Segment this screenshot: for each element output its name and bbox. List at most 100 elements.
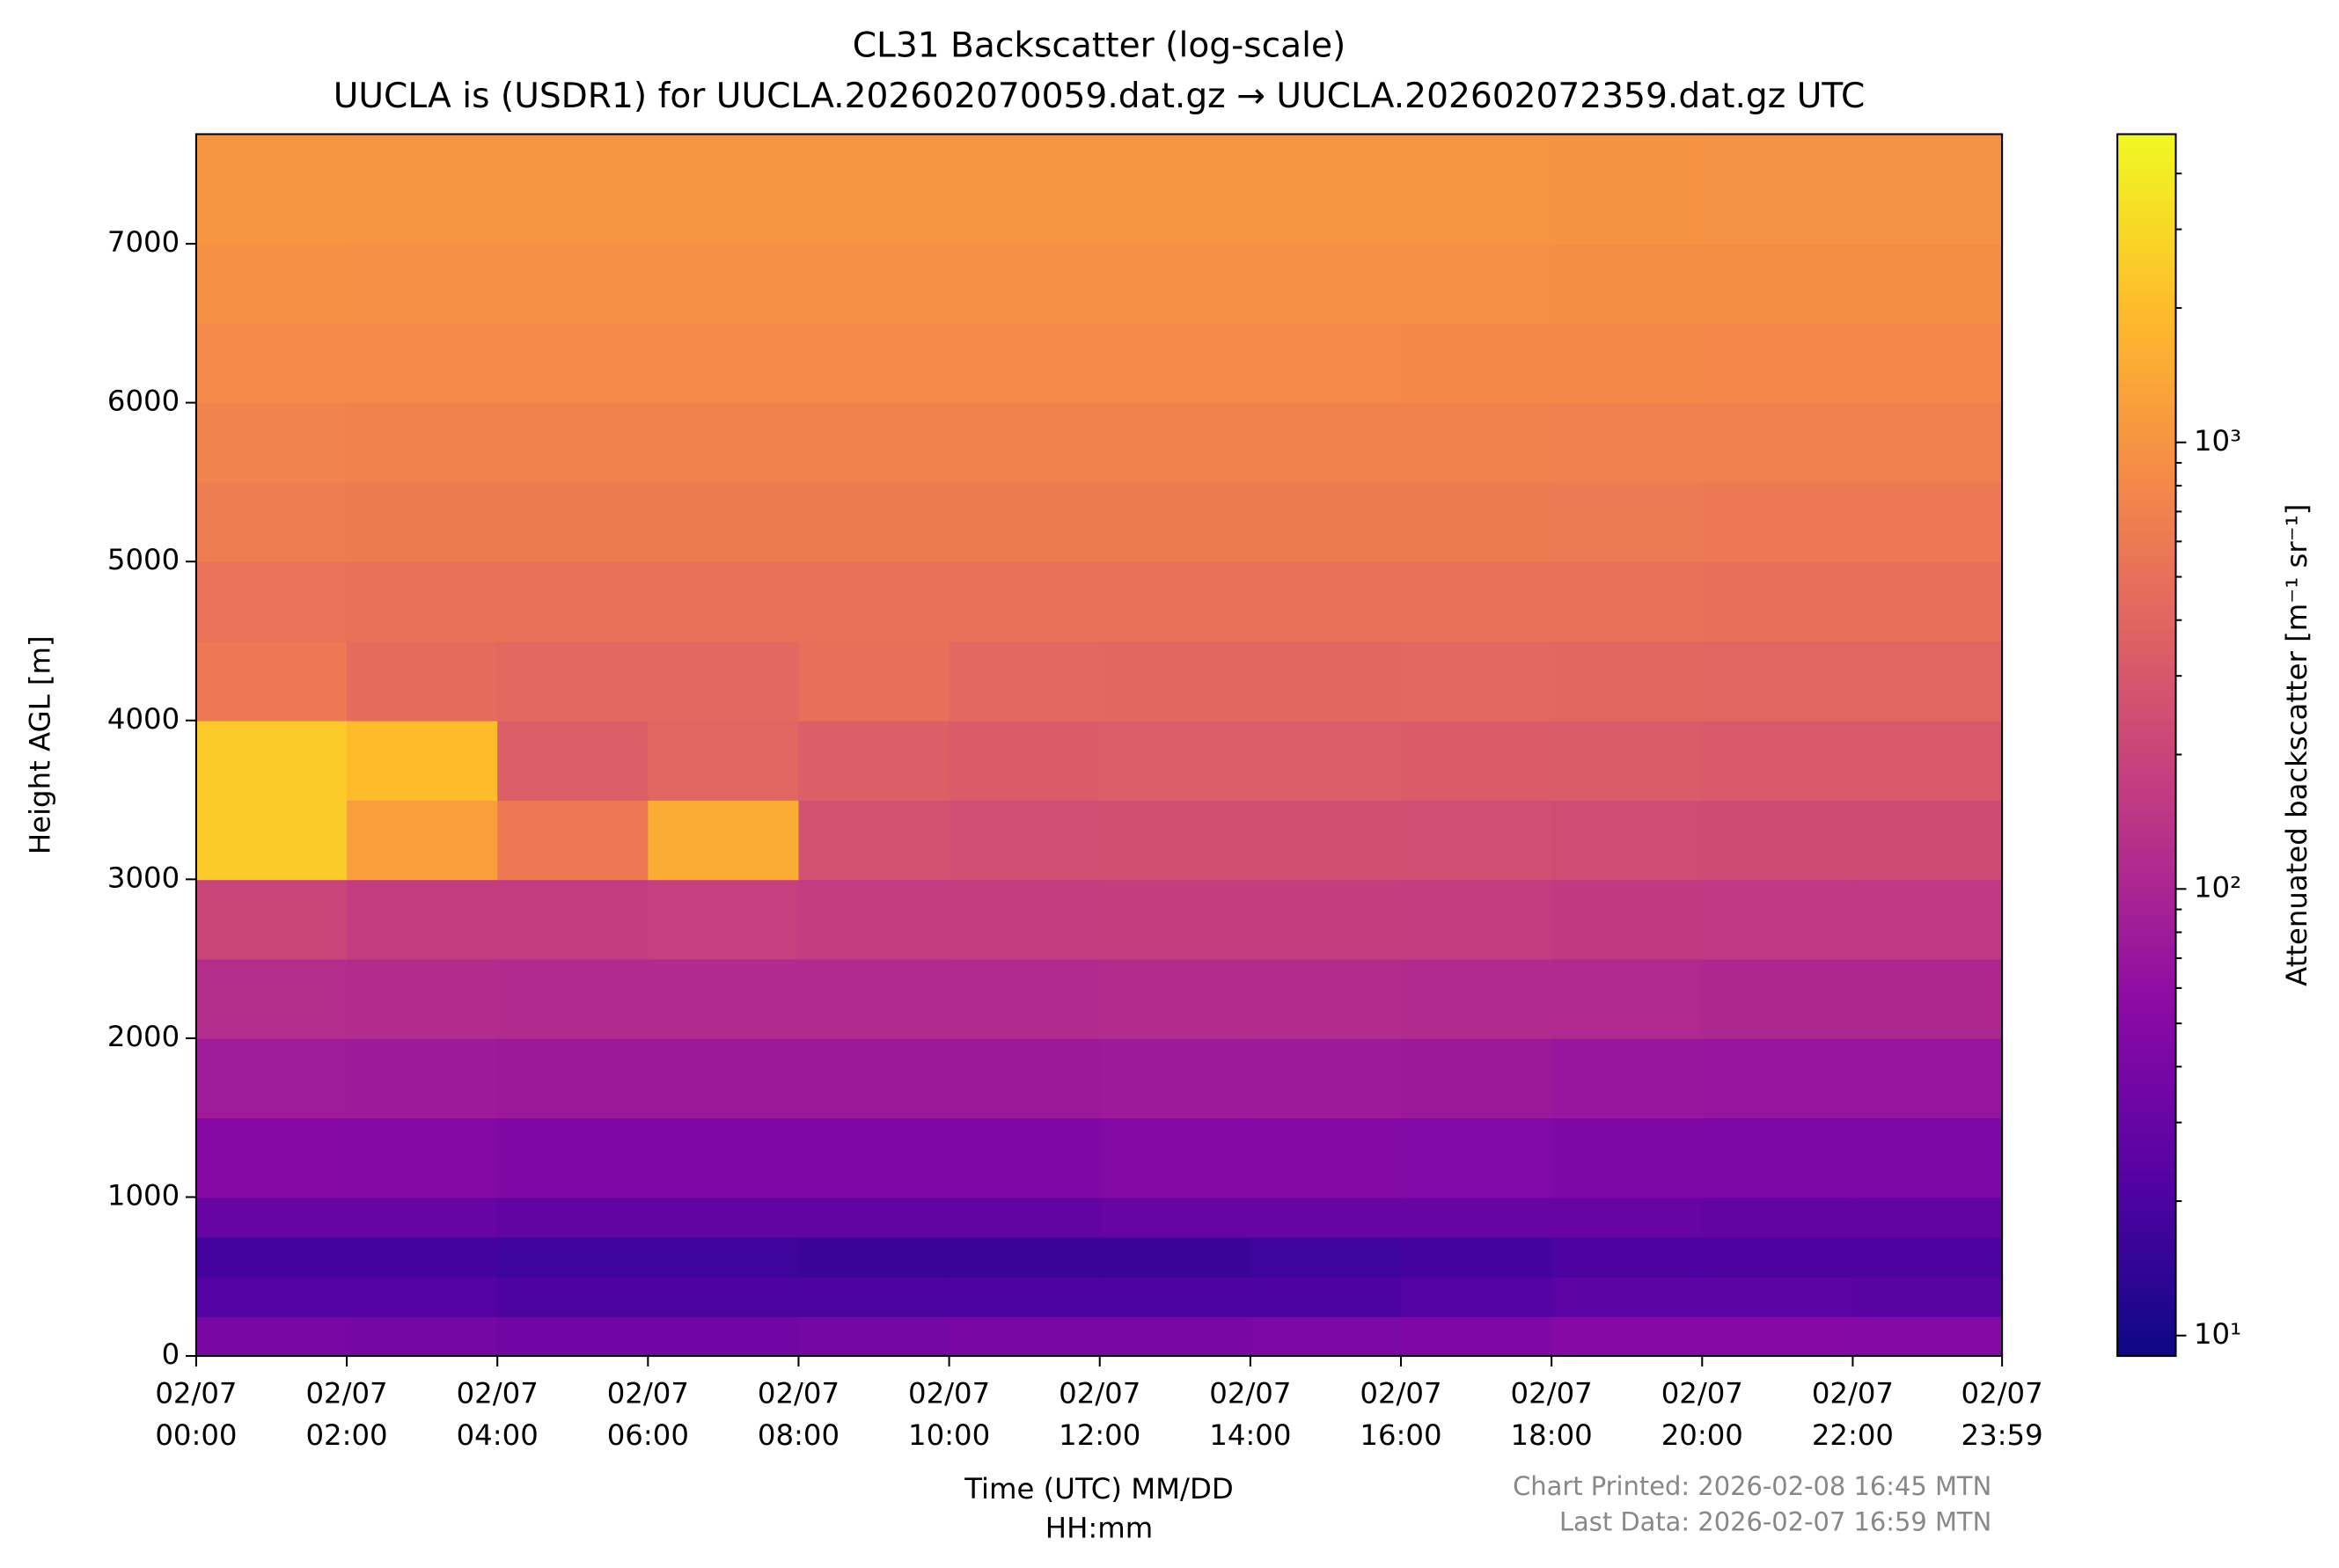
heatmap-cell [1551, 1276, 1704, 1317]
colorbar-slice [2117, 1319, 2176, 1327]
colorbar-slice [2117, 995, 2176, 1003]
heatmap-cell [1702, 1197, 1854, 1238]
colorbar-slice [2117, 781, 2176, 789]
heatmap-cell [798, 1197, 950, 1238]
heatmap-cell [648, 800, 800, 881]
colorbar-slice [2117, 940, 2176, 948]
heatmap-cell [1401, 879, 1552, 960]
colorbar-slice [2117, 366, 2176, 374]
colorbar-slice [2117, 378, 2176, 386]
colorbar-slice [2117, 188, 2176, 196]
heatmap-cell [949, 1117, 1101, 1198]
heatmap-cell [1401, 323, 1552, 404]
heatmap-cell [1852, 1315, 2003, 1357]
heatmap-cell [798, 402, 950, 483]
colorbar-slice [2117, 598, 2176, 606]
colorbar-slice [2117, 1301, 2176, 1308]
colorbar-slice [2117, 665, 2176, 673]
heatmap-cell [648, 1117, 800, 1198]
heatmap-cell [1099, 1117, 1251, 1198]
y-tick-label: 0 [162, 1337, 180, 1371]
x-tick-label-line: 06:00 [607, 1418, 689, 1452]
x-tick-label-line: 16:00 [1360, 1418, 1441, 1452]
colorbar-slice [2117, 714, 2176, 722]
colorbar-slice [2117, 341, 2176, 349]
colorbar-slice [2117, 451, 2176, 459]
colorbar-slice [2117, 281, 2176, 289]
heatmap-cell [1852, 879, 2003, 960]
colorbar-slice [2117, 732, 2176, 740]
colorbar-slice [2117, 414, 2176, 422]
colorbar-slice [2117, 1257, 2176, 1265]
colorbar-slice [2117, 641, 2176, 648]
colorbar-slice [2117, 775, 2176, 783]
heatmap-cell [949, 1315, 1101, 1357]
y-tick-label: 3000 [107, 861, 180, 894]
heatmap-cell [1250, 244, 1402, 325]
heatmap-cell [1401, 402, 1552, 483]
colorbar-slice [2117, 158, 2176, 166]
colorbar-slice [2117, 1160, 2176, 1168]
colorbar-slice [2117, 842, 2176, 850]
colorbar-slice [2117, 616, 2176, 624]
heatmap-cell [1250, 134, 1402, 245]
heatmap-cell [497, 402, 649, 483]
heatmap-cell [1702, 323, 1854, 404]
chart-subtitle: UUCLA is (USDR1) for UUCLA.202602070059.… [334, 77, 1866, 116]
colorbar-slice [2117, 518, 2176, 526]
heatmap-cell [497, 1315, 649, 1357]
colorbar-slice [2117, 304, 2176, 312]
heatmap-cell [195, 879, 348, 960]
x-tick-label-line: 02/07 [1360, 1376, 1441, 1410]
heatmap-cell [949, 561, 1101, 642]
heatmap-cell [1702, 879, 1854, 960]
heatmap-cell [798, 1315, 950, 1357]
x-tick-label-line: 08:00 [758, 1418, 840, 1452]
colorbar-slice [2117, 647, 2176, 655]
colorbar-slice [2117, 311, 2176, 319]
colorbar-slice [2117, 495, 2176, 502]
heatmap-cell [1852, 1197, 2003, 1238]
colorbar-slice [2117, 1056, 2176, 1064]
heatmap-cell [1401, 244, 1552, 325]
heatmap-cell [949, 1037, 1101, 1119]
colorbar-slice [2117, 873, 2176, 881]
colorbar-slice [2117, 788, 2176, 795]
colorbar-slice [2117, 524, 2176, 532]
colorbar-slice [2117, 1350, 2176, 1358]
colorbar-slice [2117, 1117, 2176, 1125]
colorbar-slice [2117, 928, 2176, 936]
heatmap-cell [347, 1276, 499, 1317]
heatmap-cell [195, 800, 348, 881]
colorbar-slice [2117, 1130, 2176, 1138]
heatmap-cell [1852, 244, 2003, 325]
colorbar-slice [2117, 201, 2176, 209]
x-tick-label-line: 02/07 [305, 1376, 387, 1410]
colorbar-slice [2117, 225, 2176, 233]
heatmap-cell [497, 1276, 649, 1317]
heatmap-cell [1099, 720, 1251, 801]
heatmap-cell [1099, 481, 1251, 563]
heatmap-cell [1702, 244, 1854, 325]
heatmap-cell [1702, 1315, 1854, 1357]
colorbar-slice [2117, 134, 2176, 142]
colorbar-slice [2117, 1026, 2176, 1034]
heatmap-cell [1702, 958, 1854, 1039]
colorbar-slice [2117, 946, 2176, 954]
heatmap-cell [1099, 1037, 1251, 1119]
x-tick-label-line: 02/07 [1961, 1376, 2043, 1410]
colorbar-slice [2117, 1184, 2176, 1192]
colorbar-slice [2117, 1111, 2176, 1119]
heatmap-cell [1099, 1197, 1251, 1238]
colorbar-slice [2117, 445, 2176, 453]
heatmap-cell [1551, 1197, 1704, 1238]
heatmap-cell [497, 561, 649, 642]
colorbar-slice [2117, 696, 2176, 704]
heatmap-cell [195, 641, 348, 722]
colorbar-slice [2117, 543, 2176, 551]
colorbar-slice [2117, 751, 2176, 758]
heatmap-cell [1099, 641, 1251, 722]
heatmap-cell [1250, 561, 1402, 642]
colorbar-slice [2117, 1246, 2176, 1254]
heatmap-cell [949, 244, 1101, 325]
